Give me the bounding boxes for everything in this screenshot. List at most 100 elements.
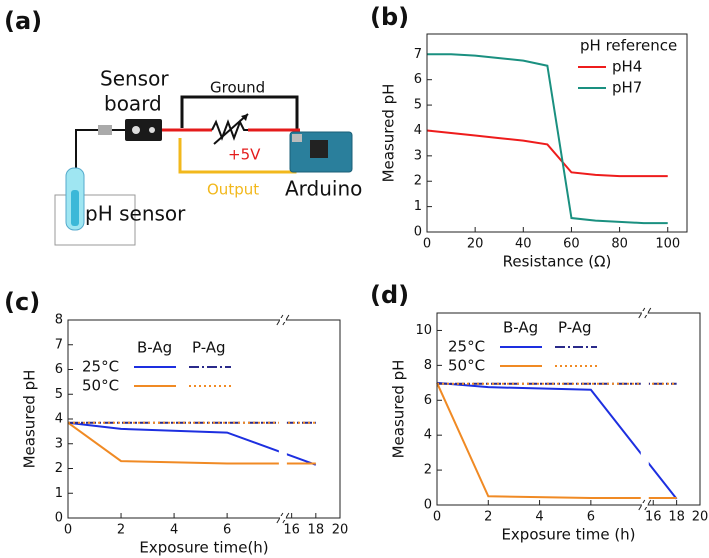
y-tick-label: 4	[414, 123, 422, 138]
data-line	[427, 53, 668, 225]
y-tick-label: 0	[55, 511, 63, 526]
panel-a: (a) Sensor board Ground +5V Output Ardui…	[4, 7, 362, 246]
connector	[132, 126, 140, 134]
axis-break	[641, 311, 648, 315]
data-line	[426, 129, 668, 178]
ground-label: Ground	[210, 79, 265, 97]
x-axis-label: Exposure time(h)	[139, 539, 268, 557]
x-axis-label: Exposure time (h)	[501, 526, 635, 544]
legend-row: 50°C	[82, 377, 119, 395]
y-axis-label: Measured pH	[380, 84, 398, 183]
data-line	[436, 382, 677, 500]
y-tick-label: 3	[414, 148, 422, 163]
y-tick-label: 6	[424, 393, 432, 408]
usb	[292, 134, 302, 142]
x-tick-label: 100	[655, 237, 680, 252]
data-line	[67, 421, 317, 466]
probe-cable	[75, 129, 125, 168]
axis-break	[641, 503, 648, 507]
panel-label: (a)	[4, 7, 42, 35]
y-tick-label: 1	[414, 199, 422, 214]
x-tick-label: 6	[587, 510, 595, 525]
board-label: board	[104, 92, 162, 116]
y-tick-label: 4	[424, 428, 432, 443]
x-tick-label: 80	[611, 237, 628, 252]
y-tick-label: 2	[414, 174, 422, 189]
x-tick-label: 20	[467, 237, 484, 252]
plug	[98, 125, 112, 135]
axis-break	[278, 316, 287, 522]
plot-frame	[436, 312, 701, 506]
x-tick-label: 16	[283, 523, 300, 538]
y-tick-label: 7	[414, 47, 422, 62]
axis-break	[279, 318, 286, 322]
panel-label: (b)	[370, 3, 409, 31]
x-tick-label: 4	[535, 510, 543, 525]
y-tick-label: 8	[55, 313, 63, 328]
y-tick-label: 6	[414, 72, 422, 87]
y-tick-label: 0	[424, 498, 432, 513]
y-tick-label: 6	[55, 362, 63, 377]
electrode-core	[71, 190, 79, 226]
x-tick-label: 18	[308, 523, 325, 538]
y-tick-label: 1	[55, 486, 63, 501]
legend-column: P-Ag	[192, 339, 226, 357]
legend-label: pH7	[612, 79, 642, 97]
x-tick-label: 0	[433, 510, 441, 525]
x-tick-label: 0	[423, 237, 431, 252]
x-tick-label: 4	[170, 523, 178, 538]
y-axis-label: Measured pH	[21, 370, 39, 469]
y-tick-label: 7	[55, 337, 63, 352]
legend-column: B-Ag	[137, 339, 172, 357]
x-tick-label: 20	[692, 510, 709, 525]
y-tick-label: 10	[415, 323, 432, 338]
y-tick-label: 5	[55, 387, 63, 402]
x-tick-label: 20	[332, 523, 349, 538]
y-axis-label: Measured pH	[390, 360, 408, 459]
y-tick-label: 8	[424, 358, 432, 373]
y-tick-label: 3	[55, 436, 63, 451]
arrow-head	[241, 114, 248, 121]
legend-label: pH4	[612, 58, 642, 76]
x-tick-label: 60	[563, 237, 580, 252]
legend-column: B-Ag	[503, 319, 538, 337]
plot-frame	[426, 33, 688, 233]
plot-frame	[67, 319, 341, 519]
data-line	[436, 381, 678, 500]
arduino-label: Arduino	[285, 177, 362, 201]
x-axis-label: Resistance (Ω)	[503, 253, 612, 271]
supply-label: +5V	[228, 146, 261, 164]
panel-label: (d)	[370, 281, 409, 309]
chip	[310, 140, 328, 158]
y-tick-label: 4	[55, 412, 63, 427]
resistor-arrow	[213, 113, 249, 145]
board-label: Sensor	[100, 67, 169, 91]
legend-row: 25°C	[82, 358, 119, 376]
data-line	[67, 421, 316, 465]
connector	[149, 127, 155, 133]
x-tick-label: 0	[64, 523, 72, 538]
x-tick-label: 16	[645, 510, 662, 525]
panel-label: (c)	[4, 288, 40, 316]
x-tick-label: 18	[668, 510, 685, 525]
sensor-label: pH sensor	[85, 202, 186, 226]
x-tick-label: 40	[515, 237, 532, 252]
y-tick-label: 2	[55, 461, 63, 476]
legend-column: P-Ag	[558, 319, 592, 337]
y-tick-label: 2	[424, 463, 432, 478]
x-tick-label: 2	[117, 523, 125, 538]
axis-break	[279, 516, 286, 520]
x-tick-label: 2	[484, 510, 492, 525]
y-tick-label: 5	[414, 98, 422, 113]
legend-row: 25°C	[448, 338, 485, 356]
legend-title: pH reference	[580, 37, 677, 55]
beaker	[54, 194, 136, 246]
axis-break	[640, 309, 649, 509]
legend-row: 50°C	[448, 357, 485, 375]
ground-wire	[180, 95, 299, 135]
x-tick-label: 6	[223, 523, 231, 538]
output-label: Output	[207, 181, 259, 199]
sensor-board	[125, 119, 162, 141]
y-tick-label: 0	[414, 225, 422, 240]
